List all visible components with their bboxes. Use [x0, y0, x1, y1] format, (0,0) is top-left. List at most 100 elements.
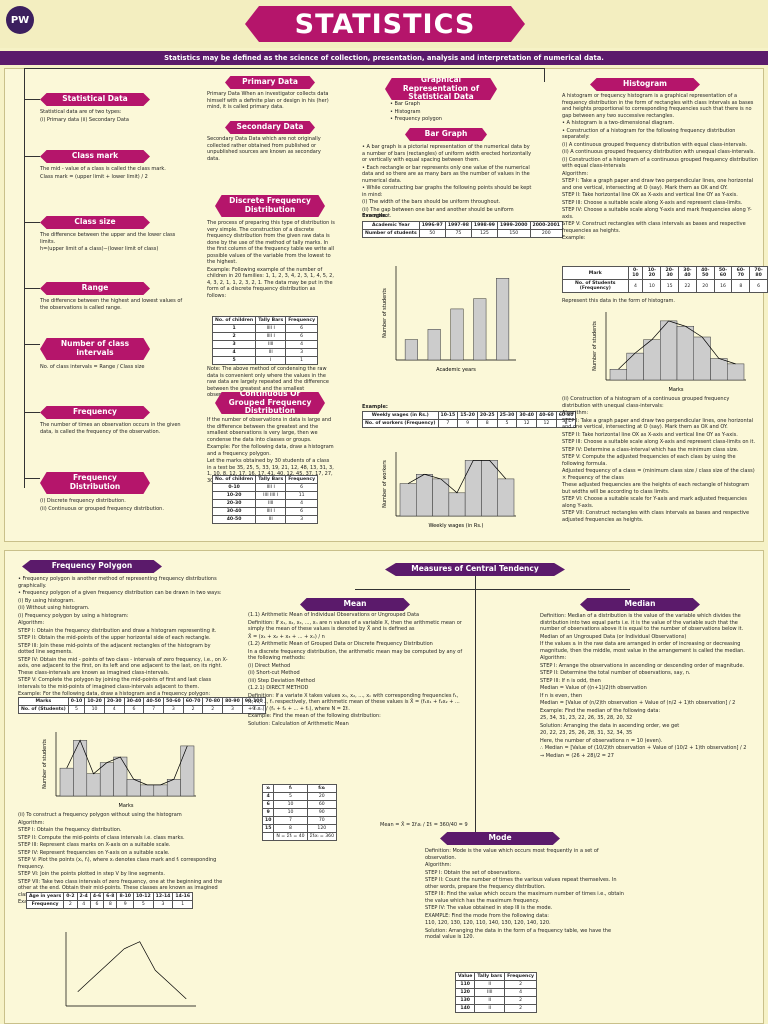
table-cell: 10 — [84, 705, 105, 714]
table-cell: 3 — [211, 340, 257, 349]
table-cell: 25-30 — [496, 411, 518, 420]
text-line: ∴ Median = [Value of (10/2)th observatio… — [540, 745, 747, 751]
axis-label: Marks — [669, 387, 684, 393]
table-cell: 8 — [273, 824, 308, 833]
table-cell: 2 — [504, 980, 538, 989]
polygon-line — [66, 739, 188, 786]
bar — [676, 325, 694, 381]
table-cell: Mark — [562, 266, 629, 280]
data-table: Value Tally bars Frequency 110 II 2 120 IIII 4 13… — [454, 972, 538, 1013]
table-cell: 50-60 — [713, 266, 733, 280]
table-cell: fᵢ — [273, 784, 308, 793]
text-line: STEP V: Plot the points (xᵢ, fᵢ), where … — [18, 857, 217, 870]
bar — [693, 336, 711, 381]
axis-label: Marks — [119, 803, 134, 809]
text-line: STEP V: Construct rectangles with class … — [562, 221, 746, 234]
connector — [24, 68, 544, 69]
table-row: 15 8 120 — [261, 824, 338, 833]
text-line: Algorithm: — [18, 819, 45, 826]
table-cell: 6 — [89, 900, 105, 909]
table-cell: 9 — [457, 419, 478, 428]
bar — [73, 740, 88, 797]
table-cell: IIII I — [255, 507, 287, 516]
bar — [180, 745, 195, 797]
text-line: STEP II: Obtain the mid-points of the up… — [18, 635, 211, 641]
section-text: The number of times an observation occur… — [40, 422, 185, 436]
section-header: Class size — [40, 216, 150, 229]
axis-label: Weekly wages (in Rs.) — [429, 523, 484, 529]
table-cell: 20-30 — [103, 697, 125, 706]
bar — [166, 779, 181, 797]
table-cell: 150 — [497, 229, 531, 238]
table-cell: 6 — [285, 483, 319, 492]
table-cell: fᵢxᵢ — [306, 784, 338, 793]
text-line: STEP VI: Join the points plotted in step… — [18, 871, 165, 877]
table-cell: 20-25 — [476, 411, 498, 420]
text-line: • Bar Graph — [390, 101, 421, 107]
table-cell: Frequency — [25, 900, 65, 909]
table-cell: IIII — [255, 499, 287, 508]
table-cell: 20 — [306, 792, 338, 801]
section-text: (i) Discrete frequency distribution. (ii)… — [40, 498, 185, 513]
data-table: Academic Year 1996-97 1997-98 1998-99 1999-2… — [362, 221, 563, 238]
bar — [481, 460, 498, 517]
table-cell: Marks — [18, 697, 69, 706]
table-cell: 4 — [103, 705, 125, 714]
axis-label: Academic years — [436, 367, 476, 373]
table-cell: Tally Bars — [255, 475, 287, 484]
polygon-line — [407, 459, 507, 494]
section-header: Statistical Data — [40, 93, 150, 106]
table-cell: 15 — [660, 279, 680, 293]
table-cell: 11 — [285, 491, 319, 500]
text-line: Solution: Calculation of Arithmetic Mean — [248, 720, 349, 727]
data-table: No. of children Tally Bars Frequency 0-10 II… — [211, 475, 319, 524]
text-line: STEP IV: Choose a suitable scale along Y… — [562, 207, 752, 220]
text-line: Algorithm: — [425, 862, 452, 868]
label: Example: — [362, 404, 388, 410]
table-cell: 50-60 — [163, 697, 184, 706]
bar — [496, 278, 510, 361]
table-cell: 5 — [67, 705, 86, 714]
text-line: STEP I: Obtain the frequency distributio… — [18, 827, 122, 833]
table-cell: 1 — [285, 356, 319, 365]
table-cell: 7 — [143, 705, 164, 714]
table-row: No. of children Tally Bars Frequency — [211, 316, 319, 325]
table: No. of children Tally Bars Frequency 1 IIII … — [211, 316, 319, 365]
table-cell: 90 — [306, 808, 338, 817]
text-line: • Construction of a histogram for the fo… — [562, 127, 736, 141]
text-line: If the values xᵢ in the raw data are arr… — [540, 641, 745, 654]
text-line: The process of preparing this type of di… — [207, 220, 335, 265]
table: Age in years 0-2 2-4 4-6 6-8 8-10 10-12 12-14 14… — [25, 892, 194, 909]
text-line: (1.2) Arithmetic Mean of Grouped Data or… — [248, 641, 433, 647]
text-line: • Histogram — [390, 108, 421, 115]
table-cell: 9 — [116, 900, 134, 909]
text-line: Adjusted frequency of a class = (minimum… — [562, 468, 755, 481]
table-row: No. of (Students) 5 10 4 6 7 3 2 2 3 9 — [18, 705, 266, 714]
text-line: • Frequency polygon is another method of… — [18, 576, 217, 589]
table-cell: 8 — [103, 900, 118, 909]
table-cell: 6 — [261, 800, 275, 809]
table-cell: 4 — [627, 279, 644, 293]
table-cell: 10-12 — [132, 892, 154, 901]
text-line: STEP I: Take a graph paper and draw two … — [562, 178, 754, 191]
text-line: Definition: If x₁, x₂, x₃, ..., xₙ are n… — [248, 619, 462, 633]
section-text: Statistical data are of two types: (i) Pr… — [40, 109, 185, 124]
table-cell: 70-80 — [749, 266, 768, 280]
text-line: (iii) Step Deviation Method — [248, 677, 315, 684]
table-cell: 6 — [285, 324, 319, 333]
bar — [710, 358, 728, 381]
bar — [59, 767, 74, 797]
polygon-line — [618, 320, 736, 370]
text-line: Solution: Arranging the data in the form… — [425, 927, 612, 941]
table-cell: 10 — [273, 800, 308, 809]
table-cell: 130 — [454, 996, 476, 1005]
text-line: Example: Following example of the number… — [207, 266, 334, 299]
section-header: Frequency Distribution — [40, 472, 150, 494]
table-cell: IIII — [474, 988, 506, 997]
text-line: STEP II: Compute the mid-points of class… — [18, 834, 185, 841]
section-text: (ii) Construction of a histogram of a co… — [562, 396, 758, 524]
text-line: • A histogram is a two-dimensional diagr… — [562, 120, 675, 126]
text-line: STEP III: Choose a suitable scale along … — [562, 439, 756, 445]
connector — [24, 222, 40, 223]
